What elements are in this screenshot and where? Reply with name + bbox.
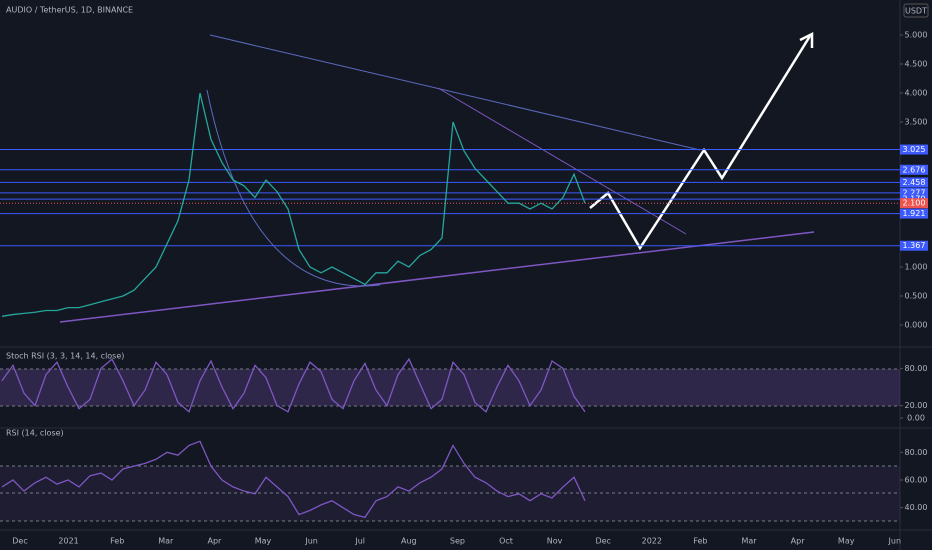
currency-button[interactable] — [903, 3, 929, 18]
time-label: Dec — [595, 537, 610, 546]
level-box — [900, 177, 928, 188]
currency[interactable]: USDT — [905, 7, 927, 16]
y-tick-label: 60.00 — [905, 476, 928, 485]
time-label: 2022 — [642, 537, 662, 546]
level-box — [900, 187, 928, 198]
series-line — [1, 92, 586, 317]
curve — [206, 89, 381, 287]
support-line — [59, 231, 815, 323]
y-tick-label: 0.000 — [905, 321, 928, 330]
level-label: 2.676 — [903, 165, 926, 174]
y-tick-label: 3.500 — [905, 118, 928, 127]
time-label: Nov — [547, 537, 563, 546]
y-tick-label: 4.500 — [905, 60, 928, 69]
level-box — [900, 240, 928, 251]
y-tick-label: 20.00 — [905, 401, 928, 410]
last-price-label: 2.100 — [903, 199, 926, 208]
series-line — [1, 357, 586, 413]
y-tick-label: 1.000 — [905, 263, 928, 272]
time-label: Sep — [450, 537, 465, 546]
time-label: Dec — [12, 537, 27, 546]
time-label: Apr — [791, 537, 806, 546]
y-tick-label: 5.000 — [905, 31, 928, 40]
level-label: 1.367 — [903, 241, 926, 250]
y-tick-label: 40.00 — [905, 503, 928, 512]
level-label: 2.277 — [903, 188, 926, 197]
time-label: Jul — [354, 537, 365, 546]
y-tick-label: 0.00 — [907, 414, 925, 423]
time-label: May — [255, 537, 272, 546]
level-label: 1.921 — [903, 209, 926, 218]
time-label: Jun — [888, 537, 902, 546]
level-box — [900, 144, 928, 155]
time-label: Feb — [693, 537, 707, 546]
level-label: 3.025 — [903, 145, 926, 154]
time-label: 2021 — [58, 537, 78, 546]
level-box — [900, 164, 928, 175]
level-label: 2.458 — [903, 178, 926, 187]
time-label: Aug — [401, 537, 417, 546]
indicator-title: Stoch RSI (3, 3, 14, 14, close) — [6, 352, 124, 361]
time-label: Oct — [499, 537, 513, 546]
time-label: Mar — [158, 537, 174, 546]
y-tick-label: 80.00 — [905, 448, 928, 457]
trendline — [209, 34, 701, 151]
time-label: Feb — [110, 537, 124, 546]
last-price-box — [900, 198, 928, 209]
y-tick-label: 0.500 — [905, 292, 928, 301]
trendline — [437, 87, 687, 235]
time-label: Jun — [304, 537, 318, 546]
y-tick-label: 4.000 — [905, 89, 928, 98]
indicator-title: RSI (14, close) — [6, 429, 64, 438]
time-label: Mar — [741, 537, 757, 546]
series-line — [1, 440, 586, 519]
time-label: May — [838, 537, 855, 546]
level-box — [900, 208, 928, 219]
time-label: Apr — [207, 537, 222, 546]
stoch-band — [0, 369, 900, 406]
symbol-title: AUDIO / TetherUS, 1D, BINANCE — [6, 6, 133, 15]
y-tick-label: 80.00 — [905, 364, 928, 373]
arrow-head — [799, 31, 814, 48]
